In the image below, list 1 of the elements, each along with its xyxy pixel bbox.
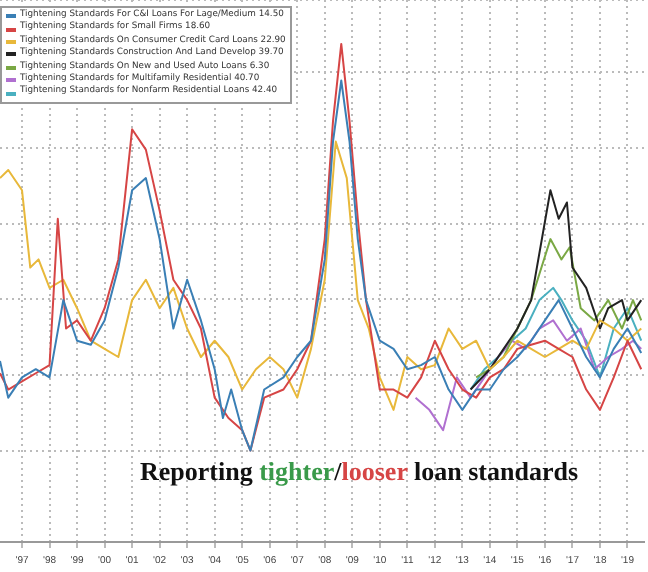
text: Reporting tighter/looser loan standards [140,456,578,486]
